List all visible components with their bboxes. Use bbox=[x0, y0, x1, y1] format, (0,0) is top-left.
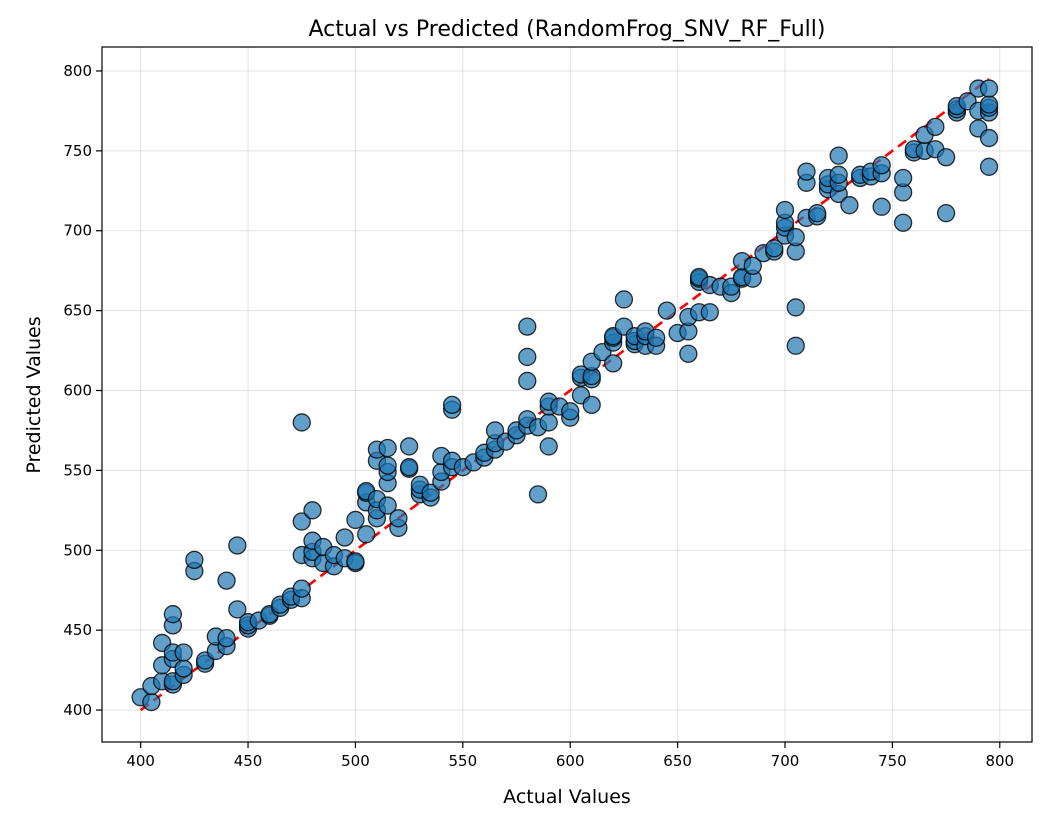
data-point bbox=[786, 336, 805, 355]
data-point bbox=[292, 413, 311, 432]
y-tick-label: 400 bbox=[63, 701, 92, 719]
data-point bbox=[292, 512, 311, 531]
data-point bbox=[518, 317, 537, 336]
x-tick-label: 700 bbox=[771, 752, 800, 770]
x-tick-label: 800 bbox=[985, 752, 1014, 770]
data-point bbox=[442, 395, 462, 415]
data-point bbox=[389, 509, 408, 528]
data-point bbox=[174, 643, 193, 662]
data-point bbox=[539, 413, 558, 432]
data-point bbox=[700, 303, 719, 322]
data-point bbox=[872, 156, 891, 175]
x-tick-label: 600 bbox=[556, 752, 585, 770]
data-point bbox=[561, 402, 580, 421]
data-point bbox=[765, 239, 784, 258]
data-point bbox=[657, 301, 677, 320]
plot-area-frame bbox=[101, 46, 1033, 743]
data-point bbox=[786, 227, 805, 247]
y-tick-label: 800 bbox=[63, 62, 92, 80]
data-point bbox=[808, 204, 827, 223]
x-tick-label: 500 bbox=[341, 752, 370, 770]
y-tick-label: 450 bbox=[63, 621, 92, 639]
data-point bbox=[174, 659, 193, 678]
data-point bbox=[840, 196, 859, 215]
data-point bbox=[743, 256, 762, 276]
data-point bbox=[292, 579, 311, 598]
data-point bbox=[217, 571, 236, 590]
x-axis-ticks: 400 450 500 550 600 650 700 750 800 bbox=[126, 742, 1014, 770]
data-point bbox=[485, 421, 505, 440]
data-point bbox=[979, 79, 999, 98]
data-point bbox=[335, 528, 354, 547]
data-point bbox=[829, 165, 848, 184]
data-point bbox=[679, 344, 698, 363]
x-tick-label: 400 bbox=[126, 752, 155, 770]
x-tick-label: 650 bbox=[663, 752, 692, 770]
data-point bbox=[399, 458, 419, 477]
data-point bbox=[163, 605, 183, 624]
data-point bbox=[518, 371, 537, 391]
data-point bbox=[357, 525, 376, 544]
data-point bbox=[614, 290, 634, 309]
x-axis-label: Actual Values bbox=[503, 786, 631, 808]
y-tick-label: 650 bbox=[63, 302, 92, 320]
y-tick-label: 600 bbox=[63, 382, 92, 400]
y-tick-label: 550 bbox=[63, 461, 92, 479]
data-point bbox=[604, 354, 623, 373]
data-point bbox=[872, 197, 891, 216]
data-point bbox=[518, 347, 537, 367]
data-point bbox=[217, 628, 236, 648]
data-point bbox=[582, 395, 601, 415]
data-point bbox=[185, 550, 204, 570]
x-tick-label: 550 bbox=[449, 752, 478, 770]
data-point bbox=[893, 213, 913, 232]
data-point bbox=[786, 298, 805, 317]
data-point bbox=[142, 692, 161, 712]
data-point bbox=[797, 162, 816, 181]
data-point bbox=[893, 168, 913, 188]
data-point bbox=[979, 95, 999, 114]
data-point bbox=[936, 204, 956, 223]
data-point bbox=[399, 437, 419, 456]
data-point bbox=[378, 496, 397, 515]
y-axis-ticks: 400 450 500 550 600 650 700 750 800 bbox=[63, 62, 102, 719]
data-point bbox=[979, 128, 999, 148]
y-tick-label: 750 bbox=[63, 142, 92, 160]
data-point bbox=[829, 146, 848, 165]
data-point bbox=[378, 456, 397, 475]
y-tick-label: 500 bbox=[63, 541, 92, 559]
x-tick-label: 750 bbox=[878, 752, 907, 770]
data-point bbox=[378, 438, 397, 458]
data-point bbox=[228, 536, 247, 555]
data-point bbox=[926, 117, 945, 137]
data-point bbox=[228, 600, 247, 619]
data-point bbox=[775, 200, 795, 220]
data-point bbox=[421, 483, 440, 502]
data-point bbox=[646, 328, 666, 347]
data-point bbox=[979, 157, 999, 176]
data-point bbox=[346, 510, 365, 530]
data-point bbox=[528, 485, 548, 504]
x-tick-label: 450 bbox=[234, 752, 263, 770]
data-point bbox=[346, 552, 365, 571]
data-point bbox=[539, 437, 558, 456]
y-axis-label: Predicted Values bbox=[23, 316, 45, 473]
chart-title: Actual vs Predicted (RandomFrog_SNV_RF_F… bbox=[309, 17, 826, 42]
data-point bbox=[303, 501, 322, 520]
points-layer bbox=[131, 79, 999, 712]
y-tick-label: 700 bbox=[63, 222, 92, 240]
data-point bbox=[936, 148, 956, 167]
